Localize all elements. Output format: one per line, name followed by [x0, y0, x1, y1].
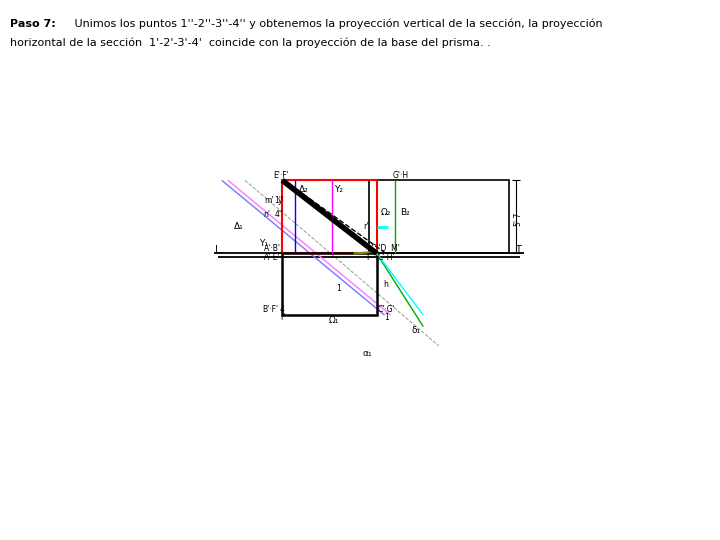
Text: 1: 1	[336, 284, 341, 293]
Text: horizontal de la sección  1'-2'-3'-4'  coincide con la proyección de la base del: horizontal de la sección 1'-2'-3'-4' coi…	[10, 38, 491, 48]
Text: A'·E': A'·E'	[264, 253, 281, 262]
Bar	[369, 180, 508, 253]
Text: F: F	[366, 253, 371, 262]
Text: 4'': 4''	[274, 210, 284, 219]
Text: L: L	[215, 245, 220, 255]
Bar	[282, 180, 377, 253]
Text: C'·G': C'·G'	[377, 305, 395, 314]
Text: 4: 4	[280, 305, 284, 314]
Text: 1: 1	[384, 313, 390, 322]
Text: G'·H: G'·H	[392, 171, 408, 180]
Text: Δ₁: Δ₁	[234, 222, 244, 231]
Text: Δ₂: Δ₂	[300, 185, 309, 194]
Text: r': r'	[280, 313, 285, 322]
Text: δ₁: δ₁	[412, 326, 420, 335]
Text: 1'': 1''	[274, 196, 284, 205]
Text: Ω₁: Ω₁	[329, 316, 339, 325]
Text: n': n'	[263, 210, 270, 219]
Text: m': m'	[264, 196, 274, 205]
Text: C''D  M': C''D M'	[371, 244, 400, 253]
Text: C'·H': C'·H'	[377, 253, 395, 262]
Text: B'·F': B'·F'	[262, 305, 278, 314]
Text: r': r'	[363, 222, 368, 231]
Text: y': y'	[277, 196, 284, 205]
Text: T: T	[516, 245, 521, 255]
Text: E'·F': E'·F'	[274, 171, 289, 180]
Text: h: h	[383, 280, 388, 289]
Text: Y₂: Y₂	[334, 185, 343, 194]
Text: α₁: α₁	[363, 349, 372, 358]
Text: Y₁: Y₁	[259, 239, 268, 248]
Text: 5'·7: 5'·7	[513, 212, 522, 226]
Text: Unimos los puntos 1''-2''-3''-4'' y obtenemos la proyección vertical de la secci: Unimos los puntos 1''-2''-3''-4'' y obte…	[71, 19, 602, 29]
Text: Paso 7:: Paso 7:	[10, 19, 56, 29]
Text: Ω₂: Ω₂	[381, 208, 391, 217]
Text: B₂: B₂	[400, 208, 410, 217]
Text: A'·B': A'·B'	[264, 244, 282, 253]
Bar	[282, 253, 377, 315]
